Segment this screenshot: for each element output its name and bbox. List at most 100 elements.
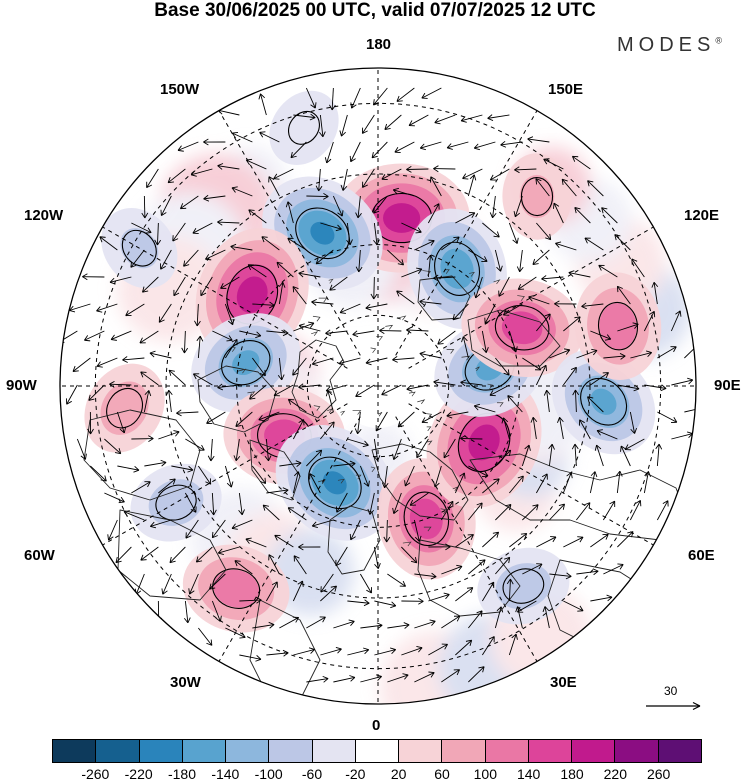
wind-arrow <box>428 592 450 602</box>
colorbar-tick-label: -180 <box>167 766 197 782</box>
wind-arrow <box>657 411 678 424</box>
lon-label-150w: 150W <box>160 81 200 98</box>
wind-arrow <box>248 209 267 224</box>
wind-arrow <box>562 472 573 494</box>
wind-arrow <box>116 411 127 434</box>
island-outline <box>312 315 321 322</box>
wind-arrow <box>383 519 391 543</box>
island-outline <box>461 355 471 361</box>
lon-label-150e: 150E <box>548 81 584 98</box>
wind-arrow <box>563 536 584 548</box>
wind-arrow <box>279 460 302 467</box>
wind-arrow <box>467 174 477 197</box>
wind-arrow <box>210 492 217 516</box>
colorbar-swatch <box>312 740 356 762</box>
wind-arrow <box>104 438 122 455</box>
wind-arrow <box>392 438 402 460</box>
island-outline <box>493 279 501 285</box>
wind-arrow <box>643 310 656 332</box>
wind-arrow <box>589 471 598 494</box>
wind-arrow <box>489 195 497 219</box>
wind-arrow <box>239 330 262 339</box>
map-border <box>59 67 697 705</box>
wind-arrow <box>207 438 215 462</box>
wind-arrow <box>329 87 336 111</box>
wind-arrow <box>279 616 300 629</box>
wind-arrow <box>192 373 213 386</box>
colorbar-swatch <box>485 740 529 762</box>
wind-arrow <box>568 270 591 278</box>
wind-arrow <box>298 543 321 551</box>
wind-arrow <box>462 168 483 180</box>
wind-arrow <box>553 202 564 224</box>
wind-vectors <box>60 87 696 683</box>
wind-arrow <box>360 674 382 683</box>
wind-arrow <box>443 438 456 459</box>
wind-arrow <box>515 606 523 629</box>
wind-arrow <box>541 275 564 282</box>
colorbar-swatch <box>399 740 443 762</box>
wind-arrow <box>311 519 334 529</box>
wind-arrow <box>416 438 429 459</box>
wind-arrow <box>579 419 591 440</box>
colorbar-tick-label: -20 <box>345 766 366 782</box>
wind-arrow <box>355 249 363 273</box>
wind-arrow <box>535 473 548 494</box>
island-outline <box>337 478 345 484</box>
wind-arrow <box>258 93 267 116</box>
wind-arrow <box>96 303 118 313</box>
island-outline <box>475 366 480 372</box>
brand-name: MODES <box>617 34 716 56</box>
wind-arrow <box>168 369 186 386</box>
wind-arrow <box>320 585 337 602</box>
lon-label-180: 180 <box>366 36 392 53</box>
wind-arrow <box>273 384 294 397</box>
colorbar <box>52 739 702 763</box>
colorbar-tick-label: -260 <box>81 766 110 782</box>
wind-arrow <box>414 619 436 629</box>
wind-arrow <box>172 222 186 242</box>
wind-arrow <box>532 249 550 266</box>
wind-arrow <box>154 222 162 246</box>
wind-arrow <box>373 195 388 214</box>
island-outline <box>397 315 407 321</box>
wind-arrow <box>548 443 555 467</box>
wind-arrow <box>396 290 415 305</box>
wind-arrow <box>392 492 402 514</box>
wind-arrow <box>99 236 118 251</box>
wind-arrow <box>258 411 280 422</box>
wind-arrow <box>347 647 370 656</box>
brand-mark: ® <box>715 35 722 46</box>
wind-arrow <box>543 158 564 170</box>
wind-arrow <box>373 222 380 246</box>
wind-arrow <box>333 675 356 683</box>
wind-arrow <box>460 114 483 123</box>
wind-arrow <box>158 430 180 440</box>
wind-arrow <box>428 643 448 656</box>
wind-arrow <box>329 276 348 291</box>
wind-arrow <box>657 346 677 359</box>
wind-arrow <box>408 114 429 127</box>
wind-arrow <box>181 330 189 354</box>
wind-arrow <box>508 633 518 656</box>
wind-arrow <box>587 180 604 197</box>
wind-arrow <box>224 338 238 359</box>
wind-arrow <box>396 87 415 102</box>
wind-arrow <box>419 298 442 306</box>
wind-arrow <box>542 606 550 629</box>
wind-arrow <box>361 114 375 134</box>
wind-arrow <box>206 411 226 424</box>
wind-arrow <box>292 419 305 440</box>
wind-arrow <box>359 465 370 487</box>
wind-arrow <box>146 168 159 189</box>
anomaly-blob <box>502 153 572 240</box>
wind-arrow <box>336 492 348 513</box>
wind-arrow <box>217 546 240 556</box>
wind-arrow <box>183 249 199 267</box>
wind-arrow <box>433 465 442 488</box>
wind-arrow <box>140 546 159 561</box>
wind-arrow <box>266 329 289 337</box>
wind-arrow <box>401 597 424 605</box>
wind-arrow <box>440 500 454 521</box>
wind-arrow <box>508 330 518 353</box>
